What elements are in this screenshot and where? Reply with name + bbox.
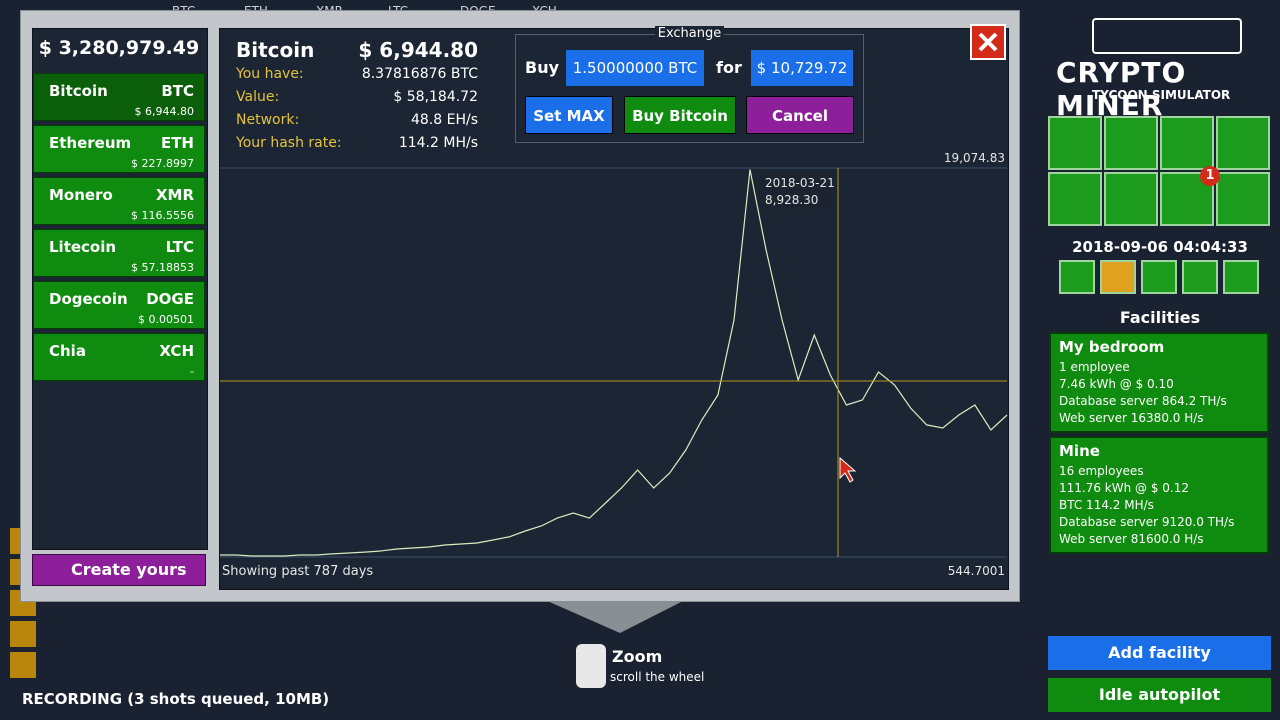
facility-line: Web server 81600.0 H/s bbox=[1059, 532, 1204, 546]
coin-price: $ 116.5556 bbox=[131, 209, 194, 222]
coin-button[interactable]: Chia XCH - bbox=[33, 333, 205, 381]
coin-symbol: XCH bbox=[159, 342, 194, 360]
detail-panel bbox=[219, 28, 1009, 590]
coin-price: $ 57.18853 bbox=[131, 261, 194, 274]
hint-text: scroll the wheel bbox=[610, 670, 705, 684]
y-tick-label: 544.7001 bbox=[948, 564, 1005, 578]
coin-price: - bbox=[190, 365, 194, 378]
idle-autopilot-button[interactable]: Idle autopilot bbox=[1048, 678, 1271, 712]
tooltip-date: 2018-03-21 bbox=[765, 176, 835, 190]
buy-button[interactable]: Buy Bitcoin bbox=[624, 96, 736, 134]
facility-line: Database server 9120.0 TH/s bbox=[1059, 515, 1235, 529]
close-button[interactable] bbox=[970, 24, 1006, 60]
coin-symbol: LTC bbox=[165, 238, 194, 256]
y-tick-label: 19,074.83 bbox=[944, 151, 1005, 165]
coin-name: Chia bbox=[49, 342, 86, 360]
play-button[interactable] bbox=[1100, 260, 1136, 294]
coin-button[interactable]: Monero XMR $ 116.5556 bbox=[33, 177, 205, 225]
building-icon[interactable] bbox=[1104, 116, 1158, 170]
floor-tile bbox=[545, 600, 685, 633]
buy-label: Buy bbox=[525, 58, 560, 77]
fastest-button[interactable] bbox=[1223, 260, 1259, 294]
phone-icon[interactable] bbox=[1216, 116, 1270, 170]
button-label: Create yours bbox=[71, 560, 187, 579]
facility-line: Database server 864.2 TH/s bbox=[1059, 394, 1227, 408]
row-label: Network: bbox=[236, 112, 300, 128]
cost-input[interactable]: $ 10,729.72 bbox=[751, 50, 853, 86]
row-value: $ 58,184.72 bbox=[393, 89, 478, 105]
amount-input[interactable]: 1.50000000 BTC bbox=[566, 50, 704, 86]
coin-button[interactable]: Bitcoin BTC $ 6,944.80 bbox=[33, 73, 205, 121]
row-label: You have: bbox=[236, 66, 304, 82]
facility-card[interactable]: Mine 16 employees 111.76 kWh @ $ 0.12 BTC 1… bbox=[1049, 436, 1269, 554]
price-line bbox=[220, 169, 1008, 557]
cancel-button[interactable]: Cancel bbox=[746, 96, 854, 134]
exchange-title: Exchange bbox=[654, 26, 725, 41]
coin-price: $ 0.00501 bbox=[138, 313, 194, 326]
coin-name: Bitcoin bbox=[236, 38, 315, 62]
mouse-icon bbox=[576, 644, 606, 688]
facility-line: 111.76 kWh @ $ 0.12 bbox=[1059, 481, 1190, 495]
coin-name: Bitcoin bbox=[49, 82, 108, 100]
facility-line: 16 employees bbox=[1059, 464, 1144, 478]
row-value: 48.8 EH/s bbox=[410, 112, 478, 128]
coin-symbol: ETH bbox=[160, 134, 194, 152]
row-value: 8.37816876 BTC bbox=[361, 66, 478, 82]
fast-button[interactable] bbox=[1141, 260, 1177, 294]
coin-name: Monero bbox=[49, 186, 113, 204]
notification-badge: 1 bbox=[1200, 166, 1220, 186]
coin-button[interactable]: Ethereum ETH $ 227.8997 bbox=[33, 125, 205, 173]
coin-price: $ 6,944.80 bbox=[358, 38, 478, 62]
mouse-cursor bbox=[839, 456, 857, 483]
for-label: for bbox=[716, 58, 742, 77]
facilities-title: Facilities bbox=[1119, 308, 1201, 327]
set-max-button[interactable]: Set MAX bbox=[525, 96, 613, 134]
facility-line: 7.46 kWh @ $ 0.10 bbox=[1059, 377, 1174, 391]
chart-footer: Showing past 787 days bbox=[222, 564, 373, 579]
facility-line: 1 employee bbox=[1059, 360, 1130, 374]
logo-mark bbox=[1092, 18, 1242, 54]
datetime: 2018-09-06 04:04:33 bbox=[1072, 238, 1248, 256]
balance: $ 3,280,979.49 bbox=[38, 37, 200, 59]
staff-icon[interactable] bbox=[1048, 172, 1102, 226]
research-icon[interactable] bbox=[1160, 172, 1214, 226]
logo: CRYPTO MINER bbox=[1056, 56, 1187, 122]
coin-button[interactable]: Dogecoin DOGE $ 0.00501 bbox=[33, 281, 205, 329]
coin-name: Litecoin bbox=[49, 238, 117, 256]
logo-sub: TYCOON SIMULATOR bbox=[1092, 88, 1231, 102]
faster-button[interactable] bbox=[1182, 260, 1218, 294]
facility-line: BTC 114.2 MH/s bbox=[1059, 498, 1154, 512]
facility-name: My bedroom bbox=[1059, 338, 1165, 356]
coin-price: $ 6,944.80 bbox=[134, 105, 194, 118]
coin-symbol: XMR bbox=[155, 186, 194, 204]
row-label: Value: bbox=[236, 89, 280, 105]
add-facility-button[interactable]: Add facility bbox=[1048, 636, 1271, 670]
row-value: 114.2 MH/s bbox=[398, 135, 478, 151]
facility-line: Web server 16380.0 H/s bbox=[1059, 411, 1204, 425]
coin-name: Dogecoin bbox=[49, 290, 128, 308]
create-button[interactable]: Create yours bbox=[32, 554, 206, 586]
coin-button[interactable]: Litecoin LTC $ 57.18853 bbox=[33, 229, 205, 277]
tooltip-value: 8,928.30 bbox=[765, 193, 818, 207]
coin-symbol: DOGE bbox=[146, 290, 194, 308]
stats-icon[interactable] bbox=[1160, 116, 1214, 170]
facility-card[interactable]: My bedroom 1 employee 7.46 kWh @ $ 0.10 Dat… bbox=[1049, 332, 1269, 433]
facility-name: Mine bbox=[1059, 442, 1100, 460]
row-label: Your hash rate: bbox=[236, 135, 342, 151]
hint-title: Zoom bbox=[612, 647, 663, 666]
pause-button[interactable] bbox=[1059, 260, 1095, 294]
coin-price: $ 227.8997 bbox=[131, 157, 194, 170]
coin-name: Ethereum bbox=[49, 134, 132, 152]
settings-icon[interactable] bbox=[1216, 172, 1270, 226]
recording-status: RECORDING (3 shots queued, 10MB) bbox=[22, 690, 330, 708]
coin-symbol: BTC bbox=[161, 82, 194, 100]
marketing-icon[interactable] bbox=[1104, 172, 1158, 226]
shop-icon[interactable] bbox=[1048, 116, 1102, 170]
price-chart: 544.7001 19,074.83 2018-03-21 8,928.30 Showi… bbox=[220, 151, 1008, 579]
tooltip-box bbox=[760, 172, 836, 212]
